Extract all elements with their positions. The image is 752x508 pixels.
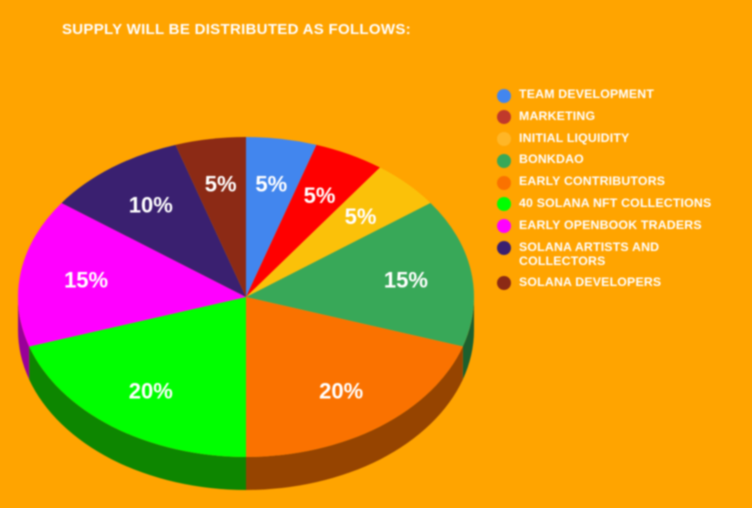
svg-text:20%: 20% bbox=[319, 379, 363, 404]
svg-text:15%: 15% bbox=[384, 268, 428, 293]
svg-text:20%: 20% bbox=[129, 379, 173, 404]
svg-text:15%: 15% bbox=[64, 268, 108, 293]
svg-text:5%: 5% bbox=[304, 183, 336, 208]
svg-text:5%: 5% bbox=[255, 172, 287, 197]
svg-text:10%: 10% bbox=[129, 192, 173, 217]
svg-text:5%: 5% bbox=[205, 172, 237, 197]
svg-text:5%: 5% bbox=[345, 204, 377, 229]
